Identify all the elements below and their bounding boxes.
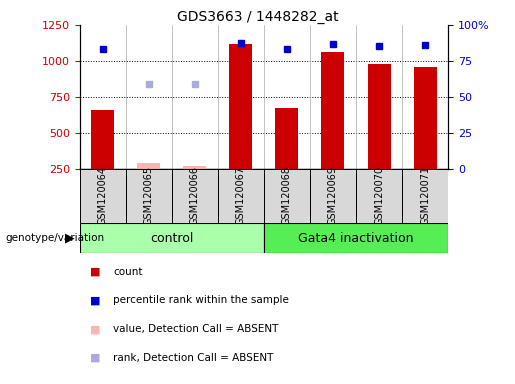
Text: GDS3663 / 1448282_at: GDS3663 / 1448282_at (177, 10, 338, 23)
Text: ▶: ▶ (65, 232, 75, 245)
Text: ■: ■ (90, 324, 100, 334)
Text: GSM120071: GSM120071 (420, 166, 430, 225)
Bar (368, 64, 390, 169)
Bar (126, 169, 172, 223)
Bar (80, 223, 264, 253)
Text: GSM120069: GSM120069 (328, 166, 338, 225)
Text: GSM120070: GSM120070 (374, 166, 384, 225)
Bar (402, 169, 448, 223)
Bar (218, 169, 264, 223)
Bar (229, 44, 252, 169)
Bar (264, 223, 448, 253)
Text: rank, Detection Call = ABSENT: rank, Detection Call = ABSENT (113, 353, 273, 363)
Text: control: control (150, 232, 194, 245)
Text: Gata4 inactivation: Gata4 inactivation (298, 232, 414, 245)
Text: genotype/variation: genotype/variation (5, 233, 104, 243)
Text: percentile rank within the sample: percentile rank within the sample (113, 295, 289, 306)
Bar (264, 169, 310, 223)
Text: ■: ■ (90, 295, 100, 306)
Bar (91, 110, 114, 169)
Bar (138, 163, 160, 169)
Bar (310, 169, 356, 223)
Bar (321, 52, 345, 169)
Text: GSM120064: GSM120064 (98, 166, 108, 225)
Bar (356, 169, 402, 223)
Text: GSM120068: GSM120068 (282, 166, 292, 225)
Bar (172, 169, 218, 223)
Text: GSM120067: GSM120067 (236, 166, 246, 225)
Bar (276, 108, 299, 169)
Text: ■: ■ (90, 353, 100, 363)
Text: ■: ■ (90, 266, 100, 277)
Text: GSM120065: GSM120065 (144, 166, 154, 225)
Bar (414, 67, 437, 169)
Text: count: count (113, 266, 143, 277)
Bar (80, 169, 126, 223)
Text: GSM120066: GSM120066 (190, 166, 200, 225)
Text: value, Detection Call = ABSENT: value, Detection Call = ABSENT (113, 324, 279, 334)
Bar (183, 166, 207, 169)
